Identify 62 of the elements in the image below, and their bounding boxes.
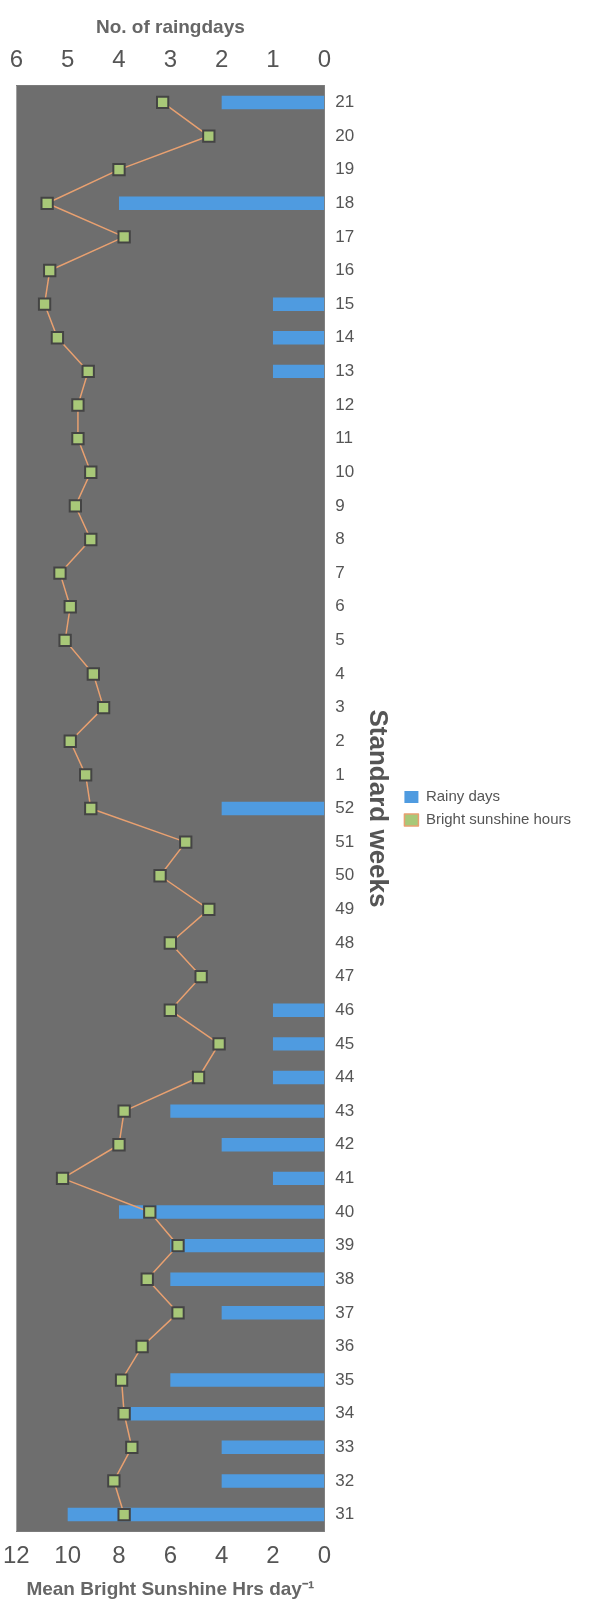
y-tick-label: 17 [335,226,355,246]
y-tick-label: 32 [335,1470,355,1490]
y-tick-label: 18 [335,192,355,212]
y-tick-label: 42 [335,1134,355,1154]
x-tick-label: 6 [163,1541,178,1569]
x2-tick-label: 3 [163,44,178,72]
y-tick-label: 11 [335,428,353,448]
legend-label: Rainy days [425,787,501,805]
y-tick-label: 7 [335,562,345,582]
y-tick-label: 4 [335,663,345,683]
y-tick-label: 37 [335,1302,355,1322]
y-tick-label: 1 [335,764,345,784]
x-tick-label: 2 [266,1541,280,1569]
y-tick-label: 19 [335,159,355,179]
y-tick-label: 49 [335,899,355,919]
y-tick-label: 34 [335,1403,355,1423]
y-tick-label: 43 [335,1100,355,1120]
y-tick-label: 15 [335,293,355,313]
y-tick-label: 46 [335,999,355,1019]
y-tick-label: 14 [335,327,355,347]
y-tick-label: 8 [335,529,345,549]
y-tick-label: 3 [335,697,345,717]
y-tick-label: 9 [335,495,345,515]
y-tick-label: 20 [335,125,355,145]
y-tick-label: 6 [335,596,345,616]
x2-tick-label: 2 [214,44,229,72]
legend-label: Bright sunshine hours [425,810,572,828]
y-tick-label: 39 [335,1235,355,1255]
y-tick-label: 50 [335,865,355,885]
y-tick-label: 21 [335,92,355,112]
x-tick-label: 8 [112,1541,126,1569]
x2-axis-title: No. of raingdays [95,15,245,37]
y-axis-title: Standard weeks [363,709,394,908]
x-tick-label: 12 [3,1541,30,1569]
x2-tick-label: 6 [9,44,24,72]
y-tick-label: 38 [335,1268,355,1288]
y-tick-label: 47 [335,966,355,986]
y-tick-label: 5 [335,630,345,650]
y-tick-label: 44 [335,1067,355,1087]
y-tick-label: 2 [335,730,345,750]
y-tick-label: 36 [335,1336,355,1356]
y-tick-label: 51 [335,831,355,851]
x2-tick-label: 0 [317,44,331,72]
x-axis-title: Mean Bright Sunshine Hrs day⁻¹ [26,1577,315,1599]
y-tick-label: 16 [335,260,355,280]
y-tick-label: 41 [335,1168,355,1188]
x-tick-label: 10 [54,1541,82,1569]
y-tick-label: 35 [335,1369,355,1389]
y-tick-label: 48 [335,932,355,952]
x-tick-label: 0 [317,1541,331,1569]
x2-tick-label: 1 [266,44,280,72]
x-tick-label: 4 [214,1541,229,1569]
y-tick-label: 52 [335,798,355,818]
x2-tick-label: 5 [60,44,75,72]
y-tick-label: 33 [335,1437,355,1457]
y-tick-label: 40 [335,1201,355,1221]
y-tick-label: 31 [335,1504,355,1524]
y-tick-label: 12 [335,394,355,414]
y-tick-label: 45 [335,1033,355,1053]
y-tick-label: 13 [335,361,355,381]
x2-tick-label: 4 [112,44,126,72]
y-tick-label: 10 [335,461,355,481]
